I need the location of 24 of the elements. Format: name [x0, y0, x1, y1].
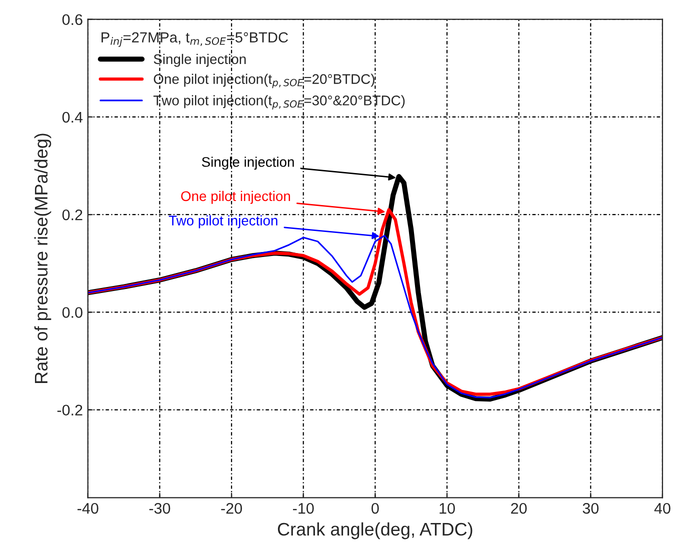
- legend-label: Two pilot injection(t$_{p,SOE}$=30°&20°BTDC): [153, 95, 405, 110]
- x-axis-title: Crank angle(deg, ATDC): [278, 522, 472, 540]
- x-tick-label: -30: [149, 502, 170, 514]
- x-tick-label: -10: [292, 502, 314, 514]
- y-tick-label: 0.2: [62, 209, 82, 220]
- x-tick-label: 10: [440, 502, 455, 514]
- x-tick-label: -20: [221, 502, 242, 514]
- y-axis-title: Rate of pressure rise(MPa/deg): [34, 134, 52, 383]
- y-tick-label: -0.2: [57, 404, 82, 416]
- y-tick-label: 0.6: [62, 14, 82, 26]
- annotation: One pilot injection: [181, 190, 290, 204]
- legend-label: One pilot injection(t$_{p,SOE}$=20°BTDC): [154, 74, 374, 88]
- legend-label: Single injection: [154, 54, 246, 67]
- x-tick-label: 20: [511, 502, 527, 514]
- x-tick-label: 40: [654, 502, 670, 514]
- x-tick-label: -40: [78, 502, 98, 514]
- legend-title: P$_{inj}$=27MPa, t$_{m,SOE}$=5°BTDC: [102, 32, 288, 47]
- y-tick-label: 0.0: [62, 307, 82, 318]
- line-series: [88, 234, 662, 398]
- annotation: Single injection: [202, 156, 294, 170]
- annotation: Two pilot injection: [168, 215, 278, 228]
- x-tick-label: 0: [372, 502, 379, 514]
- x-tick-label: 30: [582, 502, 599, 514]
- y-tick-label: 0.4: [62, 112, 83, 123]
